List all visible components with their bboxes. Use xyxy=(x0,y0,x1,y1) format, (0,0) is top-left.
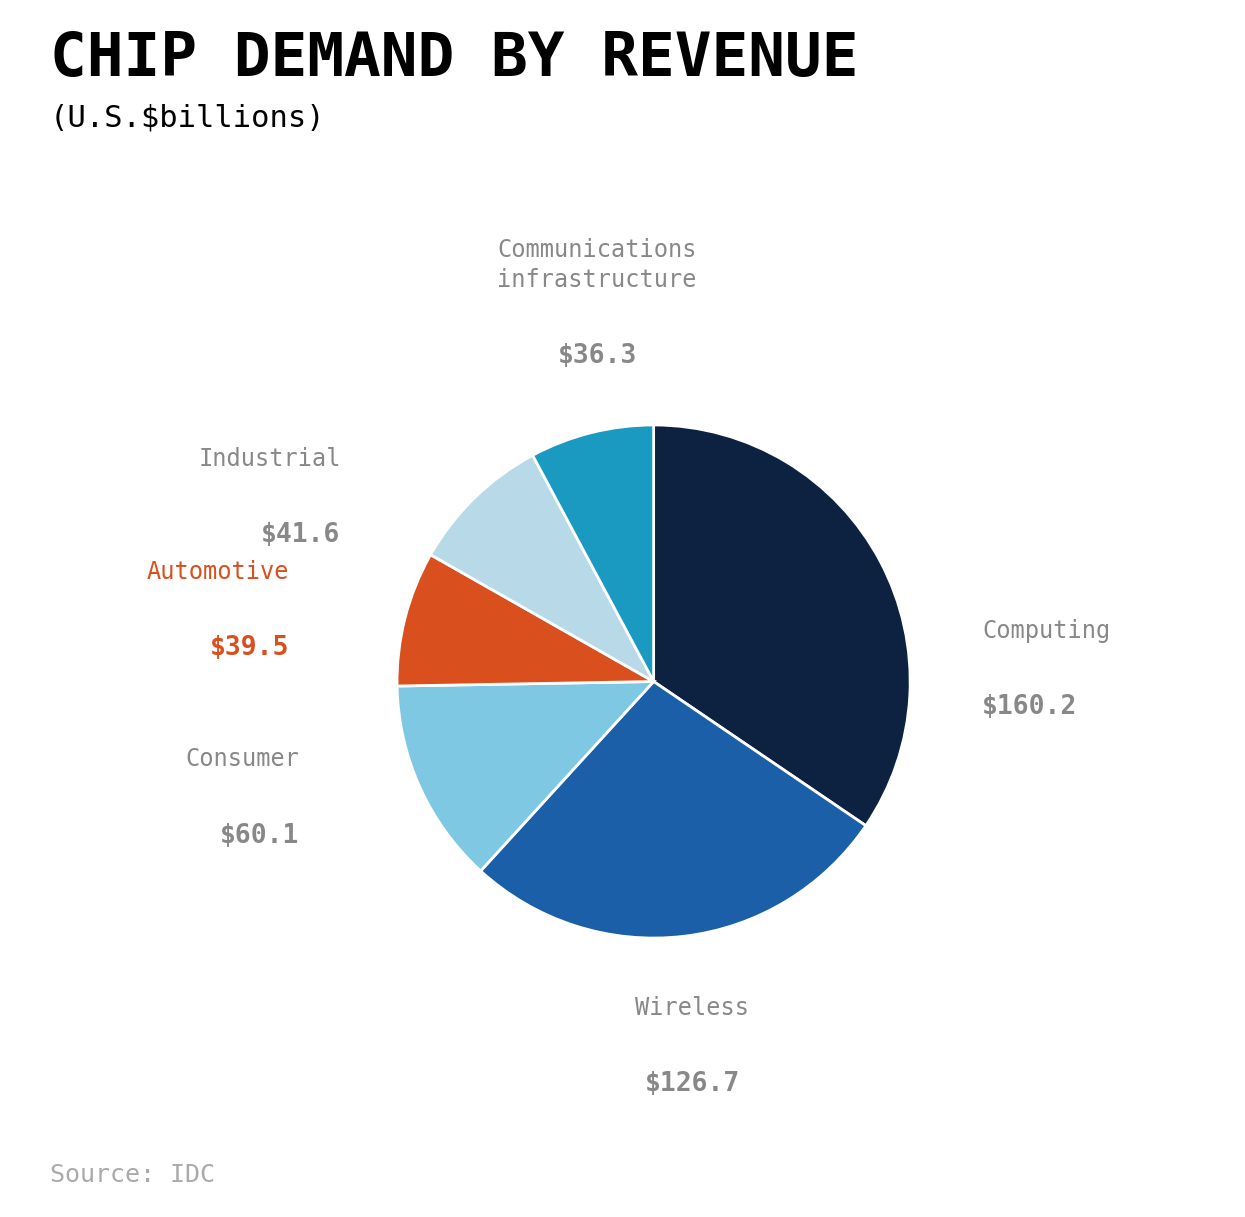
Text: Industrial: Industrial xyxy=(198,447,341,471)
Wedge shape xyxy=(397,682,654,871)
Text: (U.S.$billions): (U.S.$billions) xyxy=(50,103,325,133)
Text: $60.1: $60.1 xyxy=(220,823,300,848)
Text: Computing: Computing xyxy=(982,619,1111,643)
Text: Source: IDC: Source: IDC xyxy=(50,1162,215,1187)
Text: Consumer: Consumer xyxy=(186,747,300,772)
Text: Communications
infrastructure: Communications infrastructure xyxy=(498,237,697,292)
Wedge shape xyxy=(533,425,654,682)
Text: $39.5: $39.5 xyxy=(210,635,289,661)
Text: $160.2: $160.2 xyxy=(982,695,1077,720)
Wedge shape xyxy=(431,455,654,682)
Text: $36.3: $36.3 xyxy=(558,343,637,369)
Text: $41.6: $41.6 xyxy=(261,522,341,549)
Wedge shape xyxy=(654,425,910,825)
Wedge shape xyxy=(481,682,865,938)
Text: CHIP DEMAND BY REVENUE: CHIP DEMAND BY REVENUE xyxy=(50,30,858,89)
Text: Wireless: Wireless xyxy=(635,997,749,1020)
Text: $126.7: $126.7 xyxy=(645,1071,740,1098)
Text: Automotive: Automotive xyxy=(147,560,289,584)
Wedge shape xyxy=(397,555,654,686)
